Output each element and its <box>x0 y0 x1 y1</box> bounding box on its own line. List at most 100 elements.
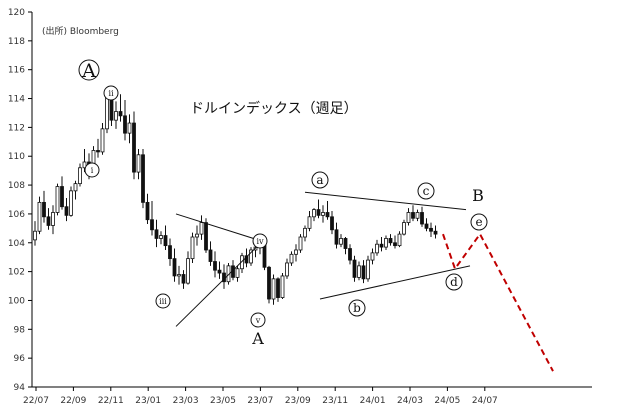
trendline <box>304 191 467 211</box>
candle-body <box>352 259 357 278</box>
x-tick-label: 22/07 <box>23 396 49 406</box>
wave-text-b: b <box>353 301 361 315</box>
candle-body <box>172 258 177 277</box>
candle-body <box>334 229 339 245</box>
y-tick-label: 114 <box>8 95 25 105</box>
x-tick-label: 23/11 <box>322 396 348 406</box>
source-note: (出所) Bloomberg <box>42 25 119 37</box>
candle-body <box>145 201 150 221</box>
candle-body <box>285 262 289 277</box>
candle-body <box>195 233 199 238</box>
y-tick-label: 120 <box>8 8 25 18</box>
y-tick-label: 112 <box>8 123 25 133</box>
forecast-path <box>442 232 554 372</box>
candle-body <box>366 259 370 280</box>
trendline <box>175 213 259 241</box>
wave-label-iii: ⅲ <box>155 293 171 309</box>
candle-body <box>280 275 285 298</box>
x-tick-label: 23/05 <box>210 396 236 406</box>
candle-body <box>298 236 303 251</box>
candle-body <box>406 212 411 223</box>
candle-body <box>213 261 217 271</box>
x-tick-label: 22/09 <box>60 396 86 406</box>
candle-body <box>37 201 42 232</box>
candle-body <box>118 111 123 117</box>
y-tick-label: 102 <box>8 268 25 278</box>
candle-body <box>96 150 100 153</box>
candle-body <box>190 236 195 260</box>
wave-text-B: B <box>472 186 484 205</box>
candle-body <box>294 249 298 255</box>
candle-body <box>348 248 352 261</box>
wave-label-A-bottom: A <box>251 329 264 348</box>
wave-text-c: c <box>423 184 430 198</box>
candle-body <box>46 216 51 226</box>
candle-body <box>204 222 208 251</box>
wave-text-d: d <box>450 275 458 289</box>
candle-body <box>163 235 168 247</box>
trendline <box>175 245 259 327</box>
wave-text-iii: ⅲ <box>159 297 167 306</box>
x-tick-label: 24/01 <box>360 396 386 406</box>
candle-body <box>33 230 37 241</box>
candle-body <box>127 122 132 134</box>
wave-text-ii: ⅱ <box>108 89 113 98</box>
wave-label-A-top: A <box>78 59 100 82</box>
candle-body <box>375 243 379 254</box>
candle-body <box>361 265 366 280</box>
candle-body <box>429 227 433 232</box>
candlestick-series <box>33 87 438 305</box>
candle-body <box>330 216 334 231</box>
wave-text-A-bottom: A <box>251 329 264 348</box>
candle-body <box>55 186 60 213</box>
wave-text-A-top: A <box>81 60 96 82</box>
candle-body <box>150 219 154 231</box>
candle-body <box>397 233 402 247</box>
wave-label-d: d <box>445 273 463 291</box>
candle-body <box>177 274 181 277</box>
candle-body <box>420 212 424 225</box>
wave-label-i: ⅰ <box>84 162 100 178</box>
candle-body <box>154 229 159 239</box>
wave-label-a: a <box>311 171 329 189</box>
wave-labels: A ⅱ ⅰ ⅲ ⅳ ⅴ A <box>78 59 488 348</box>
wave-label-v: ⅴ <box>250 312 266 328</box>
y-axis-ticks: 94 96 98 100 102 104 106 108 110 112 114 116 118 120 <box>8 8 32 393</box>
x-axis-ticks: 22/07 22/09 22/11 23/01 23/03 23/05 23/07 23/09… <box>23 387 498 406</box>
y-tick-label: 94 <box>14 383 26 393</box>
x-tick-label: 23/03 <box>173 396 199 406</box>
x-tick-label: 24/03 <box>397 396 423 406</box>
candle-body <box>60 186 64 208</box>
candle-body <box>235 268 240 278</box>
candle-body <box>411 212 415 219</box>
wave-label-ii: ⅱ <box>103 85 119 101</box>
candle-body <box>141 154 145 203</box>
candle-body <box>339 238 343 245</box>
candle-body <box>271 278 276 300</box>
candle-body <box>267 266 271 300</box>
wave-label-c: c <box>417 182 435 200</box>
wave-label-B: B <box>472 186 484 205</box>
x-tick-label: 23/09 <box>285 396 311 406</box>
candle-body <box>217 269 222 274</box>
candle-body <box>208 249 213 262</box>
y-tick-label: 98 <box>14 325 26 335</box>
candle-body <box>379 243 384 248</box>
x-tick-label: 24/05 <box>434 396 460 406</box>
y-tick-label: 118 <box>8 37 25 47</box>
y-tick-label: 108 <box>8 181 25 191</box>
candle-body <box>424 223 429 229</box>
y-tick-label: 110 <box>8 152 25 162</box>
candle-body <box>42 201 46 218</box>
candle-body <box>51 212 55 226</box>
x-tick-label: 23/07 <box>247 396 273 406</box>
candle-body <box>433 230 438 235</box>
candle-body <box>312 209 316 218</box>
candle-body <box>181 274 186 284</box>
wave-text-iv: ⅳ <box>256 237 264 246</box>
candle-body <box>303 227 307 238</box>
candle-body <box>159 235 163 239</box>
wave-label-b: b <box>348 299 366 317</box>
candle-body <box>343 238 348 249</box>
